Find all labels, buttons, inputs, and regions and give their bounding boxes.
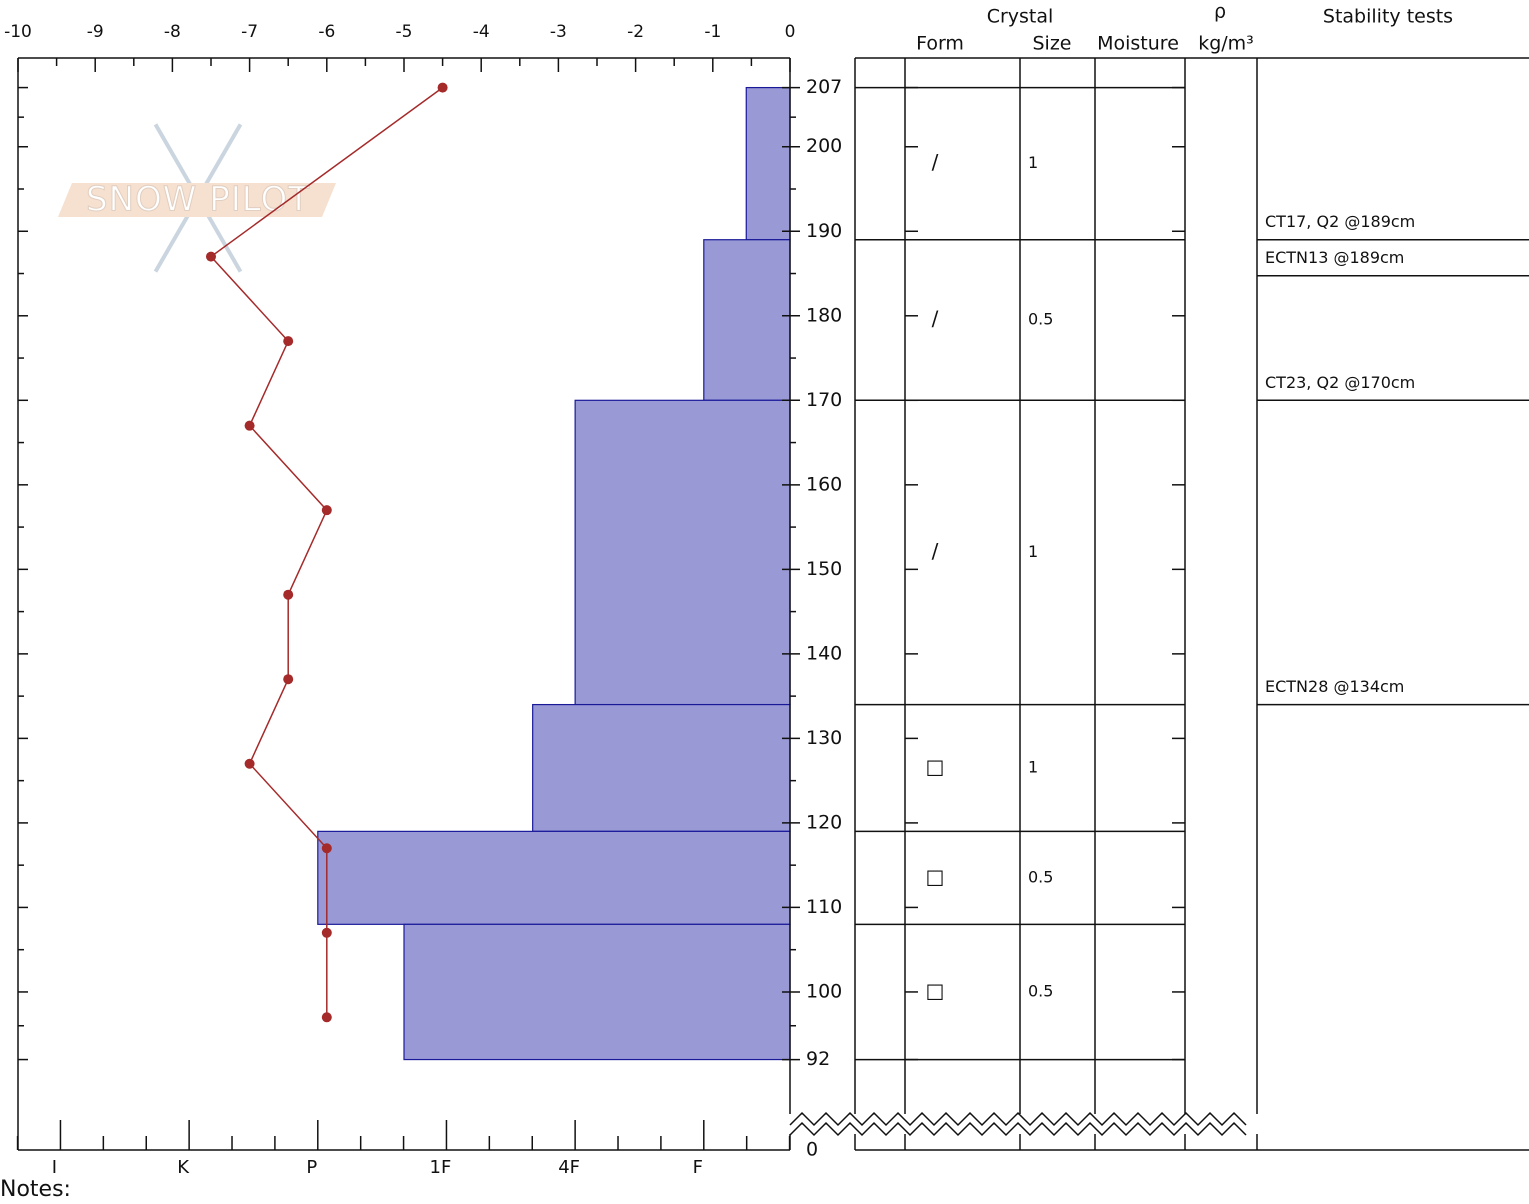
height-tick-label: 207 — [806, 76, 842, 98]
height-tick-label: 150 — [806, 558, 842, 580]
axis-break — [789, 1121, 1247, 1137]
temperature-tick-label: -1 — [704, 22, 721, 42]
density-unit: kg/m³ — [1198, 33, 1254, 55]
height-tick-label: 100 — [806, 980, 842, 1002]
hardness-tick-label: F — [693, 1157, 703, 1178]
hardness-tick-label: 1F — [430, 1157, 452, 1178]
watermark: SNOW PILOT — [58, 123, 336, 273]
temperature-tick-label: -10 — [4, 22, 32, 42]
temperature-tick-label: -2 — [627, 22, 644, 42]
moisture-header: Moisture — [1097, 33, 1179, 55]
height-break-label: 0 — [806, 1139, 818, 1161]
temperature-tick-label: -7 — [241, 22, 258, 42]
size-header: Size — [1032, 33, 1071, 55]
crystal-form: / — [932, 150, 939, 174]
crystal-size: 0.5 — [1028, 981, 1053, 1000]
crystal-form: / — [932, 307, 939, 331]
hardness-bar — [703, 239, 791, 401]
watermark-text: SNOW PILOT — [86, 180, 310, 220]
hardness-bar — [317, 830, 791, 925]
temperature-point — [283, 336, 294, 347]
temperature-tick-label: -5 — [396, 22, 413, 42]
height-tick-label: 170 — [806, 389, 842, 411]
crystal-size: 1 — [1028, 153, 1038, 172]
crystal-size: 1 — [1028, 757, 1038, 776]
stability-test: CT17, Q2 @189cm — [1265, 212, 1415, 231]
crystal-size: 0.5 — [1028, 867, 1053, 886]
temperature-point — [283, 674, 294, 685]
stability-test: CT23, Q2 @170cm — [1265, 373, 1415, 392]
crystal-size: 1 — [1028, 542, 1038, 561]
height-tick-label: 180 — [806, 304, 842, 326]
temperature-point — [244, 758, 255, 769]
temperature-point — [321, 927, 332, 938]
height-tick-label: 130 — [806, 727, 842, 749]
crystal-size: 0.5 — [1028, 310, 1053, 329]
density-header: ρ — [1214, 1, 1226, 23]
temperature-point — [321, 843, 332, 854]
height-tick-label: 110 — [806, 896, 842, 918]
temperature-point — [321, 505, 332, 516]
temperature-point — [321, 1012, 332, 1023]
crystal-form: / — [932, 539, 939, 563]
temperature-tick-label: -8 — [164, 22, 181, 42]
height-tick-label: 200 — [806, 135, 842, 157]
notes-label: Notes: — [0, 1177, 71, 1202]
temperature-tick-label: -9 — [87, 22, 104, 42]
crystal-form: □ — [926, 754, 945, 778]
form-header: Form — [916, 33, 964, 55]
hardness-bar — [745, 86, 791, 241]
axis-break-mask — [788, 1114, 1259, 1134]
hardness-bar — [574, 399, 791, 706]
crystal-form: □ — [926, 864, 945, 888]
hardness-bar — [532, 703, 791, 832]
stability-header: Stability tests — [1323, 6, 1453, 28]
height-tick-label: 160 — [806, 473, 842, 495]
temperature-tick-label: -4 — [473, 22, 490, 42]
temperature-tick-label: -6 — [318, 22, 335, 42]
hardness-tick-label: K — [177, 1157, 190, 1178]
height-tick-label: 140 — [806, 642, 842, 664]
axis-break — [789, 1111, 1247, 1127]
hardness-tick-label: 4F — [558, 1157, 580, 1178]
crystal-header: Crystal — [987, 6, 1054, 28]
height-tick-label: 120 — [806, 811, 842, 833]
temperature-point — [283, 589, 294, 600]
hardness-bar — [403, 923, 791, 1061]
temperature-tick-label: 0 — [785, 22, 796, 42]
watermark-band — [58, 183, 336, 217]
stability-test: ECTN13 @189cm — [1265, 248, 1404, 267]
crystal-form: □ — [926, 978, 945, 1002]
height-tick-label: 92 — [806, 1048, 830, 1070]
hardness-tick-label: I — [52, 1157, 57, 1178]
temperature-tick-label: -3 — [550, 22, 567, 42]
temperature-point — [244, 420, 255, 431]
temperature-point — [206, 251, 216, 262]
temperature-point — [437, 82, 448, 93]
stability-test: ECTN28 @134cm — [1265, 677, 1404, 696]
height-tick-label: 190 — [806, 220, 842, 242]
hardness-tick-label: P — [306, 1157, 317, 1178]
